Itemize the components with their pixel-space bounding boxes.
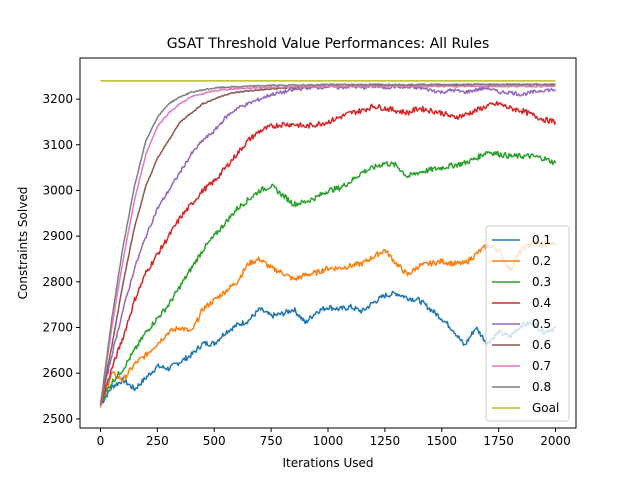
y-tick-label: 2900 [42, 229, 73, 243]
legend-label: 0.8 [532, 380, 551, 394]
y-tick-label: 2500 [42, 412, 73, 426]
y-tick-label: 2700 [42, 321, 73, 335]
series-line-0-8 [99, 83, 556, 406]
plot-area-frame [79, 57, 577, 429]
y-tick-label: 3000 [42, 183, 73, 197]
chart-title: GSAT Threshold Value Performances: All R… [167, 36, 490, 52]
y-axis-label: Constraints Solved [16, 187, 30, 300]
series-layer [99, 80, 557, 408]
legend: 0.1 0.2 0.3 0.4 0.5 0.6 0.7 0.8 Goal [485, 225, 570, 422]
x-tick-label: 0 [97, 434, 105, 448]
series-line-0-2 [99, 240, 557, 408]
series-line-0-7 [99, 84, 556, 406]
legend-label: 0.6 [532, 338, 551, 352]
x-tick-label: 1250 [370, 434, 401, 448]
x-axis-label: Iterations Used [282, 456, 373, 470]
y-tick-label: 2600 [42, 366, 73, 380]
x-tick-label: 1500 [426, 434, 457, 448]
legend-label: Goal [532, 401, 559, 415]
x-tick-label: 2000 [540, 434, 571, 448]
x-tick-label: 1750 [483, 434, 514, 448]
legend-label: 0.7 [532, 359, 551, 373]
series-line-0-3 [99, 150, 557, 404]
series-line-0-1 [99, 290, 556, 406]
x-tick-label: 1000 [313, 434, 344, 448]
legend-label: 0.4 [532, 296, 551, 310]
x-tick-label: 250 [146, 434, 169, 448]
series-line-0-4 [99, 100, 557, 406]
x-tick-label: 500 [203, 434, 226, 448]
legend-items: 0.1 0.2 0.3 0.4 0.5 0.6 0.7 0.8 Goal [492, 233, 559, 415]
legend-label: 0.5 [532, 317, 551, 331]
legend-box [485, 225, 570, 422]
y-tick-label: 3200 [42, 92, 73, 106]
legend-label: 0.3 [532, 275, 551, 289]
legend-label: 0.1 [532, 233, 551, 247]
tick-layer: 0 250 500 750 1000 1250 1500 1750 2000 2500 2600 27… [42, 92, 570, 448]
y-tick-label: 3100 [42, 138, 73, 152]
legend-label: 0.2 [532, 254, 551, 268]
y-tick-label: 2800 [42, 275, 73, 289]
x-tick-label: 750 [260, 434, 283, 448]
